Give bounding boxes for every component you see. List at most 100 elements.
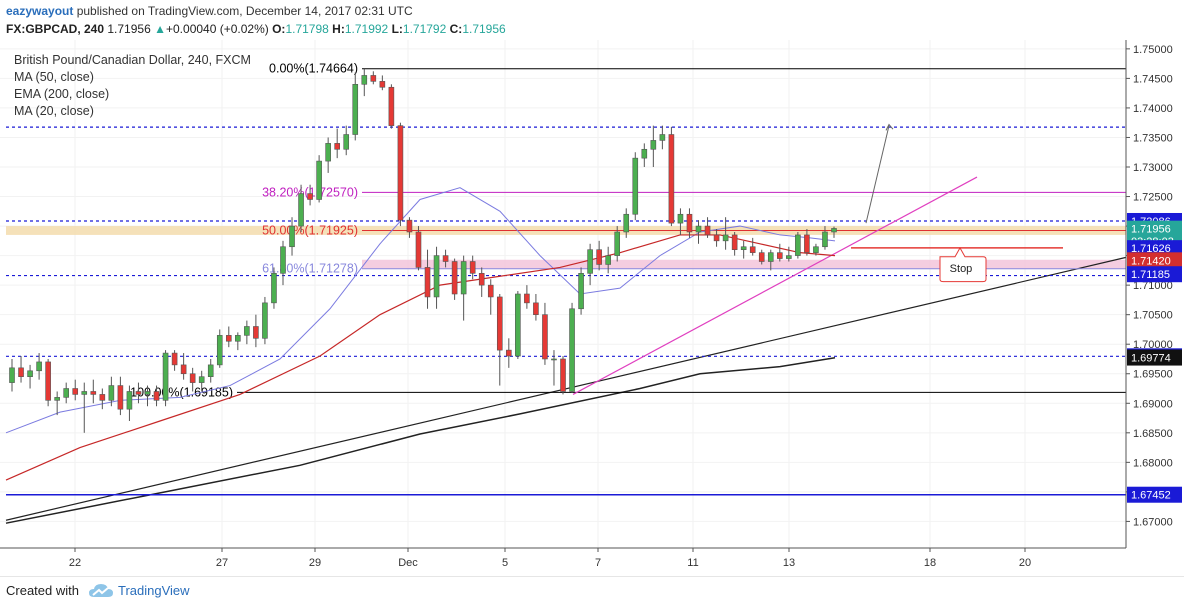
created-with-text: Created with xyxy=(6,583,79,598)
price-tick-label: 1.68500 xyxy=(1133,428,1173,440)
candle-body xyxy=(334,143,340,150)
time-tick-label: 5 xyxy=(502,557,508,569)
candle-body xyxy=(235,335,241,342)
price-tick-label: 1.67000 xyxy=(1133,516,1173,528)
legend-ema200[interactable]: EMA (200, close) xyxy=(14,87,110,101)
high-label: H: xyxy=(332,22,345,36)
candle-body xyxy=(135,391,142,395)
candle-body xyxy=(108,385,115,401)
candle-body xyxy=(704,225,711,236)
candle-body xyxy=(316,160,322,200)
legend-ma50[interactable]: MA (50, close) xyxy=(14,70,94,84)
up-arrow-icon: ▲ xyxy=(154,22,166,36)
candle-body xyxy=(343,134,350,150)
ma-50-line xyxy=(5,234,836,481)
header-bar: eazywayout published on TradingView.com,… xyxy=(0,0,1184,40)
candle-body xyxy=(388,86,395,126)
candle-body xyxy=(271,273,277,304)
price-tick-label: 1.73500 xyxy=(1133,132,1173,144)
ohlc-line: FX:GBPCAD, 240 1.71956 ▲+0.00040 (+0.02%… xyxy=(6,22,506,36)
candle-body xyxy=(27,370,33,377)
candle-body xyxy=(207,364,214,377)
high-value: 1.71992 xyxy=(344,22,389,36)
candle-body xyxy=(298,193,304,227)
candle-body xyxy=(822,231,828,248)
candle-body xyxy=(506,349,512,357)
candle-body xyxy=(289,225,295,248)
candle-body xyxy=(72,388,79,395)
candle-body xyxy=(406,219,413,233)
price-tick-label: 1.75000 xyxy=(1133,44,1173,56)
price-tick-label: 1.71000 xyxy=(1133,280,1173,292)
time-tick-label: 13 xyxy=(783,557,795,569)
candle-body xyxy=(244,326,250,336)
candle-body xyxy=(99,394,106,401)
open-value: 1.71798 xyxy=(285,22,329,36)
candle-body xyxy=(36,361,42,372)
ma-20-line xyxy=(5,187,836,434)
candle-body xyxy=(596,249,602,265)
price-tick-label: 1.69000 xyxy=(1133,398,1173,410)
candle-body xyxy=(325,143,331,162)
candle-body xyxy=(126,391,133,410)
change-value: +0.00040 (+0.02%) xyxy=(166,22,269,36)
candle-body xyxy=(496,296,503,351)
candle-body xyxy=(18,367,24,377)
candle-body xyxy=(786,255,792,259)
price-tag-label: 1.69774 xyxy=(1131,353,1171,365)
candle-body xyxy=(767,252,774,262)
candle-body xyxy=(442,255,449,262)
time-tick-label: Dec xyxy=(398,557,418,569)
candle-body xyxy=(189,373,196,383)
open-label: O: xyxy=(272,22,286,36)
last-price: 1.71956 xyxy=(107,22,151,36)
tradingview-link[interactable]: TradingView xyxy=(118,583,190,598)
price-tag xyxy=(1127,220,1182,237)
candle-body xyxy=(415,231,422,268)
time-tick-label: 11 xyxy=(687,557,698,569)
price-tag xyxy=(1127,349,1182,366)
price-tick-label: 1.68000 xyxy=(1133,457,1173,469)
candle-body xyxy=(45,361,51,401)
candle-body xyxy=(9,367,15,383)
price-tick-label: 1.74000 xyxy=(1133,103,1173,115)
candle-body xyxy=(198,376,205,383)
candle-body xyxy=(379,81,386,88)
candle-body xyxy=(677,213,684,224)
support-zone xyxy=(362,259,1126,269)
candle-body xyxy=(361,75,368,85)
price-chart[interactable]: 0.00%(1.74664)38.20%(1.72570)50.00%(1.71… xyxy=(0,40,1184,575)
stop-label: Stop xyxy=(950,263,973,275)
candle-body xyxy=(253,326,259,339)
price-tag-label: 1.71626 xyxy=(1131,243,1171,255)
publish-info: eazywayout published on TradingView.com,… xyxy=(6,4,413,18)
price-tag xyxy=(1127,486,1182,503)
legend-ma20[interactable]: MA (20, close) xyxy=(14,104,94,118)
low-value: 1.71792 xyxy=(402,22,447,36)
candle-body xyxy=(605,255,611,265)
candle-body xyxy=(171,352,178,366)
legend-title: British Pound/Canadian Dollar, 240, FXCM xyxy=(14,53,251,67)
candle-body xyxy=(225,335,232,342)
symbol-label: FX:GBPCAD, 240 xyxy=(6,22,105,36)
candle-body xyxy=(216,335,223,366)
candle-body xyxy=(352,84,359,135)
fib-level-label: 61.80%(1.71278) xyxy=(262,262,358,276)
candle-body xyxy=(795,234,801,256)
candle-body xyxy=(813,246,819,253)
close-label: C: xyxy=(449,22,463,36)
candle-body xyxy=(542,314,548,360)
fib-level-label: 0.00%(1.74664) xyxy=(269,62,358,76)
price-tick-label: 1.74500 xyxy=(1133,73,1173,85)
candle-body xyxy=(180,364,187,375)
plot-area xyxy=(0,40,1126,548)
candle-body xyxy=(641,148,648,159)
candle-body xyxy=(460,261,467,295)
candle-body xyxy=(695,225,702,233)
candle-body xyxy=(144,391,151,395)
candle-body xyxy=(659,134,666,141)
tradingview-cloud-icon xyxy=(89,584,113,597)
author-link[interactable]: eazywayout xyxy=(6,4,74,18)
candle-body xyxy=(162,352,169,401)
price-tag-label: 1.71956 xyxy=(1131,224,1171,236)
